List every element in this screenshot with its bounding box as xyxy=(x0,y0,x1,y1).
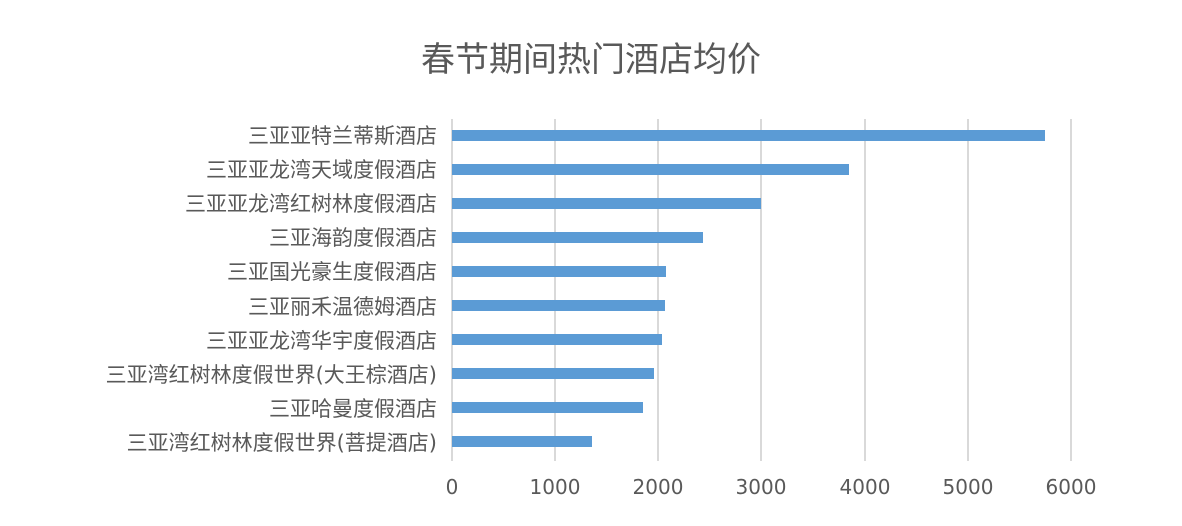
bar xyxy=(452,402,643,414)
category-label: 三亚湾红树林度假世界(菩提酒店) xyxy=(126,430,437,455)
bar xyxy=(452,197,761,209)
gridline xyxy=(967,119,969,461)
category-label: 三亚亚龙湾华宇度假酒店 xyxy=(206,328,437,353)
gridline xyxy=(657,119,659,461)
bar xyxy=(452,265,667,277)
category-label: 三亚亚龙湾红树林度假酒店 xyxy=(185,192,437,217)
gridline xyxy=(554,119,556,461)
gridline xyxy=(451,119,453,461)
category-label: 三亚国光豪生度假酒店 xyxy=(227,260,437,285)
x-tick-label: 6000 xyxy=(1045,475,1097,499)
plot-area xyxy=(451,119,1072,461)
bar xyxy=(452,368,655,380)
category-label: 三亚哈曼度假酒店 xyxy=(269,396,437,421)
category-label: 三亚丽禾温德姆酒店 xyxy=(248,294,437,319)
x-tick-label: 5000 xyxy=(942,475,994,499)
bar xyxy=(452,231,703,243)
bar xyxy=(452,163,850,175)
x-tick-label: 2000 xyxy=(632,475,684,499)
gridline xyxy=(1070,119,1072,461)
bar xyxy=(452,300,666,311)
category-label: 三亚亚特兰蒂斯酒店 xyxy=(248,124,437,148)
gridline xyxy=(760,119,762,461)
bar xyxy=(452,436,593,448)
category-label: 三亚亚龙湾天域度假酒店 xyxy=(206,158,437,183)
x-tick-label: 1000 xyxy=(529,475,581,499)
bar xyxy=(452,334,662,346)
x-tick-label: 4000 xyxy=(839,475,891,499)
category-label: 三亚海韵度假酒店 xyxy=(269,226,437,251)
bar xyxy=(452,129,1046,141)
chart-title: 春节期间热门酒店均价 xyxy=(421,40,761,80)
x-tick-label: 3000 xyxy=(735,475,787,499)
category-label: 三亚湾红树林度假世界(大王棕酒店) xyxy=(105,362,437,387)
gridline xyxy=(864,119,866,461)
x-tick-label: 0 xyxy=(445,475,459,499)
